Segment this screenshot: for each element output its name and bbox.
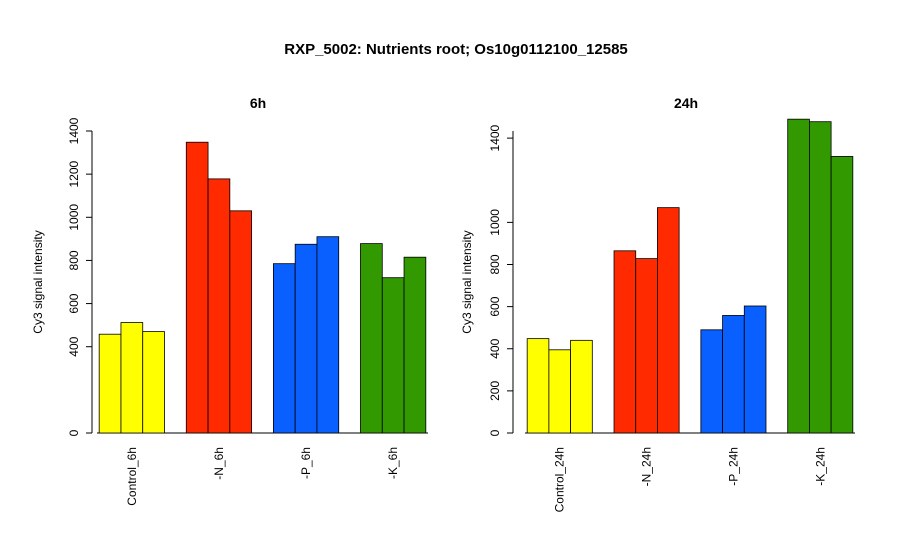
bar bbox=[809, 121, 832, 434]
y-tick-label: 1400 bbox=[488, 124, 502, 151]
x-category-label: -P_24h bbox=[726, 447, 740, 486]
y-tick-label: 400 bbox=[488, 338, 502, 358]
bar bbox=[120, 322, 144, 434]
bar bbox=[207, 178, 231, 434]
y-axis-label: Cy3 signal intensity bbox=[31, 230, 45, 333]
bar bbox=[316, 236, 340, 434]
y-axis-label: Cy3 signal intensity bbox=[460, 230, 474, 333]
bar bbox=[142, 331, 165, 434]
y-tick-label: 1200 bbox=[67, 160, 81, 187]
y-tick-label: 1000 bbox=[488, 209, 502, 236]
panel-title: 6h bbox=[250, 95, 266, 111]
panel-24h: 24h 0 200 400 600 800 1000 1400 Cy3 signal inten… bbox=[460, 95, 855, 512]
x-category-label: -K_6h bbox=[386, 447, 400, 479]
bar bbox=[548, 349, 571, 434]
bar bbox=[743, 305, 767, 434]
y-tick-label: 800 bbox=[488, 254, 502, 274]
bar bbox=[381, 277, 405, 434]
y-tick-label: 0 bbox=[67, 429, 81, 436]
y-tick-label: 600 bbox=[67, 293, 81, 313]
y-tick-label: 600 bbox=[488, 296, 502, 316]
bar bbox=[403, 256, 427, 434]
x-category-label: -K_24h bbox=[813, 447, 827, 486]
x-category-label: Control_24h bbox=[553, 447, 567, 512]
y-tick-label: 1400 bbox=[67, 117, 81, 144]
x-category-label: -N_6h bbox=[212, 447, 226, 480]
bar bbox=[98, 333, 122, 434]
bar bbox=[272, 263, 296, 434]
bar bbox=[294, 243, 318, 434]
bar bbox=[700, 329, 723, 434]
y-tick-label: 1000 bbox=[67, 204, 81, 231]
chart-main-title: RXP_5002: Nutrients root; Os10g0112100_1… bbox=[284, 41, 628, 58]
bar bbox=[360, 243, 383, 434]
bar bbox=[722, 315, 745, 434]
bar bbox=[185, 141, 209, 434]
bar bbox=[787, 118, 810, 434]
y-tick-label: 400 bbox=[67, 336, 81, 356]
y-tick-label: 0 bbox=[488, 429, 502, 436]
bar bbox=[635, 258, 658, 434]
bar bbox=[830, 156, 854, 434]
bar bbox=[657, 207, 680, 434]
panel-6h: 6h 0 400 600 800 1000 1200 1400 Cy3 signal inten… bbox=[31, 95, 428, 506]
y-tick-label: 800 bbox=[67, 250, 81, 270]
y-tick-label: 200 bbox=[488, 381, 502, 401]
bar bbox=[613, 250, 637, 434]
x-category-label: -P_6h bbox=[299, 447, 313, 479]
bar bbox=[570, 339, 593, 434]
bar bbox=[526, 338, 550, 434]
panel-title: 24h bbox=[674, 95, 698, 111]
bar bbox=[229, 210, 253, 434]
x-category-label: Control_6h bbox=[125, 447, 139, 506]
x-category-label: -N_24h bbox=[640, 447, 654, 486]
